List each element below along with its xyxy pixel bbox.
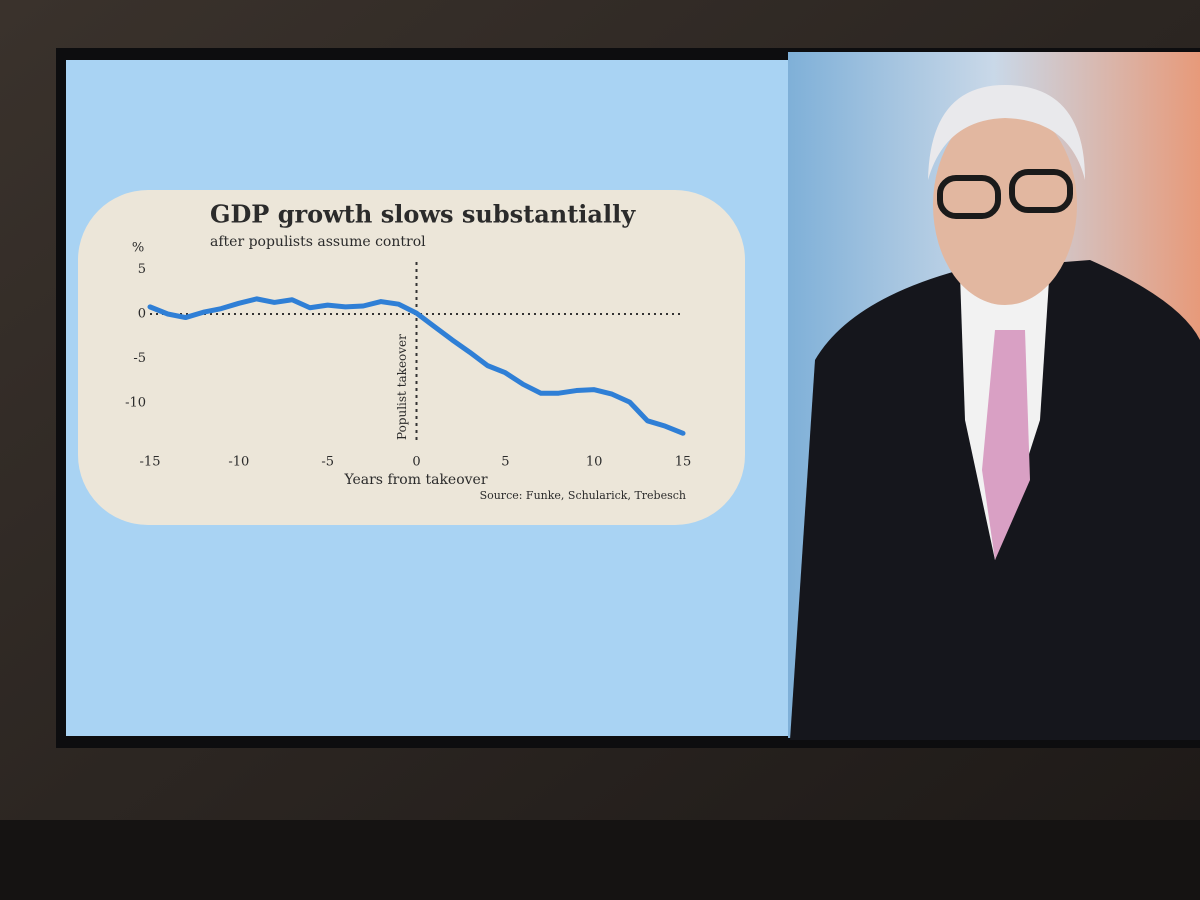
x-tick-label: 10 [586, 455, 603, 470]
x-tick-label: -10 [228, 455, 249, 470]
y-tick-label: -10 [125, 396, 146, 411]
x-tick-label: 15 [675, 455, 692, 470]
y-tick-label: -5 [133, 351, 146, 366]
presenter-hair [928, 85, 1085, 180]
x-axis-label: Years from takeover [343, 472, 487, 488]
chart-title: GDP growth slows substantially [210, 200, 636, 229]
y-tick-label: 5 [138, 262, 146, 277]
x-tick-label: 0 [412, 455, 420, 470]
chart-subtitle: after populists assume control [210, 234, 426, 250]
x-tick-label: -5 [321, 455, 334, 470]
y-axis-label: % [132, 241, 144, 256]
presenter-head [933, 105, 1077, 305]
presenter-tie [982, 330, 1030, 560]
takeover-label: Populist takeover [395, 334, 409, 440]
chart-card [78, 190, 745, 525]
cabinet [0, 820, 1200, 900]
gdp-line [147, 296, 686, 436]
y-tick-label: 0 [138, 307, 146, 322]
x-tick-label: 5 [501, 455, 509, 470]
presenter-glasses [937, 169, 1073, 219]
source-note: Source: Funke, Schularick, Trebesch [480, 489, 686, 502]
x-tick-label: -15 [140, 455, 161, 470]
